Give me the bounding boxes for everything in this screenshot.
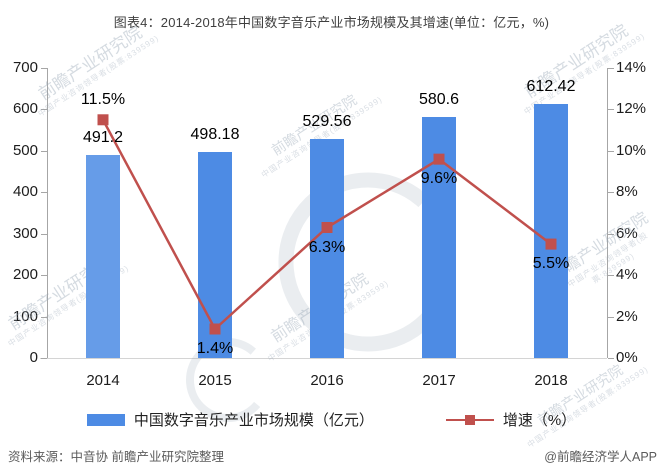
y-axis-tick-right <box>608 233 614 235</box>
y-axis-tick-left <box>41 316 47 318</box>
bar-value-label: 498.18 <box>190 125 240 143</box>
source-note: 资料来源：中音协 前瞻产业研究院整理 <box>8 450 224 464</box>
y-axis-tick-label-right: 10% <box>616 141 647 159</box>
y-axis-tick-label-left: 0 <box>29 349 38 366</box>
y-axis-tick-left <box>41 358 47 359</box>
legend-label-growth: 增速（%） <box>502 412 577 429</box>
bar-swatch-icon <box>86 413 125 426</box>
y-axis-tick-label-right: 6% <box>616 224 638 242</box>
y-axis-tick-label-left: 700 <box>12 59 38 76</box>
bar <box>534 104 568 358</box>
growth-value-label: 6.3% <box>308 238 346 256</box>
y-axis-tick-label-right: 14% <box>616 59 647 76</box>
growth-value-label: 1.4% <box>196 340 234 357</box>
bar <box>422 117 456 358</box>
y-axis-tick-label-right: 8% <box>616 183 638 201</box>
y-axis-tick-right <box>608 275 614 277</box>
growth-value-label: 9.6% <box>420 170 458 188</box>
bar-value-label: 491.2 <box>82 128 124 146</box>
y-axis-line-right <box>607 68 608 358</box>
y-axis-tick-right <box>608 68 614 69</box>
y-axis-tick-label-left: 100 <box>12 307 38 325</box>
x-axis-label: 2018 <box>534 372 568 389</box>
bar-value-label: 612.42 <box>526 78 576 96</box>
y-axis-line-left <box>47 68 48 358</box>
y-axis-tick-left <box>41 109 47 111</box>
y-axis-tick-right <box>608 358 614 359</box>
line-swatch-icon <box>445 414 494 426</box>
bar <box>86 154 120 358</box>
y-axis-tick-label-right: 12% <box>616 100 647 118</box>
y-axis-tick-label-right: 2% <box>616 307 638 325</box>
y-axis-tick-left <box>41 233 47 235</box>
y-axis-tick-label-right: 0% <box>616 349 638 366</box>
chart-title: 图表4：2014-2018年中国数字音乐产业市场规模及其增速(单位：亿元，%) <box>113 15 550 30</box>
legend: 中国数字音乐产业市场规模（亿元） 增速（%） <box>0 409 663 430</box>
line-marker <box>97 114 109 126</box>
x-axis-line <box>40 358 607 359</box>
bar-value-label: 580.6 <box>418 91 460 109</box>
y-axis-tick-label-left: 500 <box>12 141 38 159</box>
bar <box>198 151 232 358</box>
y-axis-tick-left <box>41 68 47 69</box>
legend-label-market-size: 中国数字音乐产业市场规模（亿元） <box>133 412 374 429</box>
y-axis-tick-label-left: 200 <box>12 266 38 284</box>
x-axis-label: 2014 <box>86 372 120 389</box>
growth-value-label: 5.5% <box>532 255 570 273</box>
y-axis-tick-left <box>41 150 47 152</box>
y-axis-tick-label-right: 4% <box>616 266 638 284</box>
x-axis-label: 2016 <box>310 372 344 389</box>
y-axis-tick-right <box>608 316 614 318</box>
growth-value-label: 11.5% <box>80 90 126 108</box>
y-axis-tick-label-left: 300 <box>12 224 38 242</box>
x-axis-label: 2017 <box>422 372 456 389</box>
x-axis-label: 2015 <box>198 372 232 389</box>
y-axis-tick-right <box>608 109 614 111</box>
y-axis-tick-left <box>41 275 47 277</box>
y-axis-tick-label-left: 400 <box>12 183 38 201</box>
legend-item-market-size: 中国数字音乐产业市场规模（亿元） <box>86 409 374 430</box>
y-axis-tick-label-left: 600 <box>12 100 38 118</box>
legend-item-growth: 增速（%） <box>445 409 577 430</box>
y-axis-tick-left <box>41 192 47 194</box>
bar-value-label: 529.56 <box>302 112 352 130</box>
y-axis-tick-right <box>608 192 614 194</box>
y-axis-tick-right <box>608 150 614 152</box>
line-swatch-marker <box>464 414 475 425</box>
credit-note: @前瞻经济学人APP <box>544 450 657 464</box>
